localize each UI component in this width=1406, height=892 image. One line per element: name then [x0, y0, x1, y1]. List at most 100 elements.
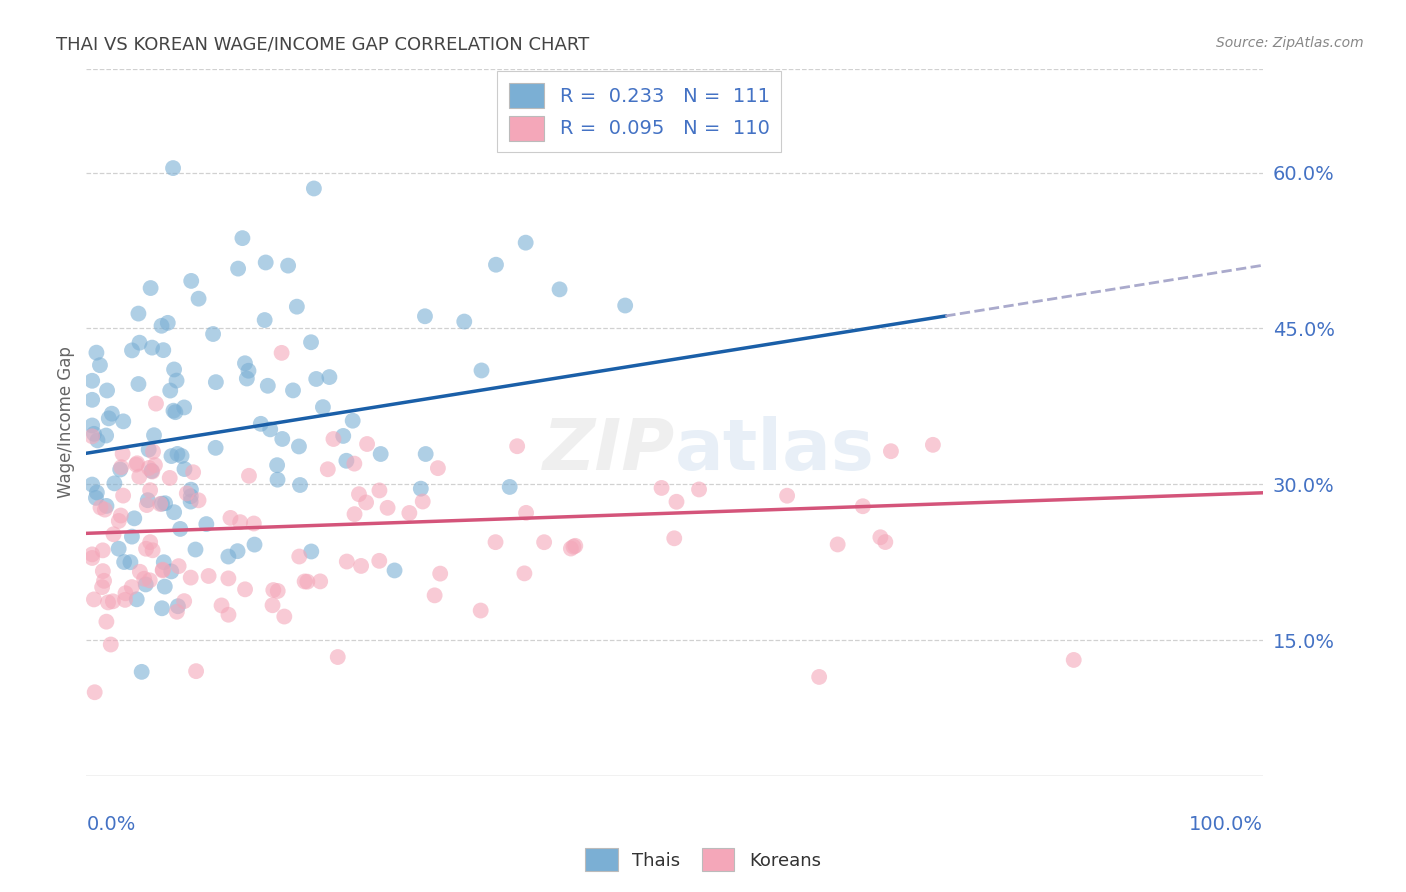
Point: [202, 326, 225, 341]
Point: [423, 588, 446, 602]
Point: [869, 530, 891, 544]
Point: [108, 462, 131, 476]
Point: [139, 483, 162, 498]
Point: [243, 516, 266, 531]
Point: [91, 543, 114, 558]
Point: [271, 432, 294, 446]
Point: [180, 494, 202, 508]
Point: [368, 483, 391, 498]
Point: [152, 555, 174, 569]
Point: [91, 580, 114, 594]
Point: [83, 685, 105, 699]
Point: [82, 477, 104, 491]
Point: [429, 566, 451, 581]
Point: [82, 392, 104, 407]
Point: [880, 444, 903, 458]
Point: [176, 486, 198, 500]
Point: [112, 489, 135, 503]
Point: [273, 609, 295, 624]
Point: [347, 487, 370, 501]
Point: [112, 555, 135, 569]
Point: [141, 341, 163, 355]
Point: [236, 371, 259, 385]
Point: [96, 615, 118, 629]
Point: [152, 564, 174, 578]
Point: [97, 595, 120, 609]
Point: [294, 574, 316, 589]
Point: [217, 607, 239, 622]
Point: [288, 440, 311, 454]
Point: [335, 454, 357, 468]
Point: [297, 574, 319, 589]
Point: [370, 447, 392, 461]
Point: [134, 572, 156, 586]
Point: [180, 274, 202, 288]
Point: [226, 544, 249, 558]
Point: [101, 407, 124, 421]
Point: [112, 414, 135, 428]
Point: [121, 580, 143, 594]
Point: [256, 378, 278, 392]
Point: [150, 601, 173, 615]
Point: [173, 594, 195, 608]
Point: [219, 511, 242, 525]
Point: [83, 426, 105, 441]
Point: [453, 314, 475, 328]
Point: [184, 664, 207, 678]
Point: [110, 508, 132, 523]
Legend: Thais, Koreans: Thais, Koreans: [578, 841, 828, 879]
Point: [162, 403, 184, 417]
Point: [277, 259, 299, 273]
Point: [562, 540, 585, 554]
Point: [96, 499, 118, 513]
Point: [121, 530, 143, 544]
Point: [409, 482, 432, 496]
Point: [82, 551, 104, 566]
Point: [128, 335, 150, 350]
Point: [875, 535, 897, 549]
Point: [96, 384, 118, 398]
Point: [305, 372, 328, 386]
Point: [93, 574, 115, 588]
Point: [97, 411, 120, 425]
Point: [922, 438, 945, 452]
Point: [614, 299, 637, 313]
Point: [368, 554, 391, 568]
Text: 100.0%: 100.0%: [1189, 814, 1263, 833]
Point: [204, 441, 226, 455]
Point: [254, 255, 277, 269]
Point: [318, 370, 340, 384]
Point: [217, 549, 239, 564]
Point: [195, 517, 218, 532]
Point: [125, 592, 148, 607]
Point: [548, 282, 571, 296]
Point: [135, 577, 157, 591]
Point: [153, 580, 176, 594]
Point: [484, 535, 506, 549]
Point: [86, 345, 108, 359]
Point: [412, 494, 434, 508]
Point: [184, 542, 207, 557]
Point: [127, 456, 149, 470]
Point: [142, 444, 165, 458]
Point: [163, 362, 186, 376]
Point: [136, 493, 159, 508]
Point: [139, 574, 162, 588]
Point: [135, 541, 157, 556]
Point: [299, 335, 322, 350]
Point: [180, 483, 202, 497]
Point: [285, 300, 308, 314]
Point: [135, 498, 157, 512]
Point: [187, 493, 209, 508]
Point: [82, 429, 104, 443]
Point: [499, 480, 522, 494]
Point: [160, 449, 183, 463]
Point: [513, 566, 536, 581]
Point: [170, 449, 193, 463]
Point: [139, 281, 162, 295]
Point: [141, 465, 163, 479]
Point: [262, 599, 284, 613]
Point: [398, 506, 420, 520]
Point: [688, 483, 710, 497]
Point: [267, 584, 290, 599]
